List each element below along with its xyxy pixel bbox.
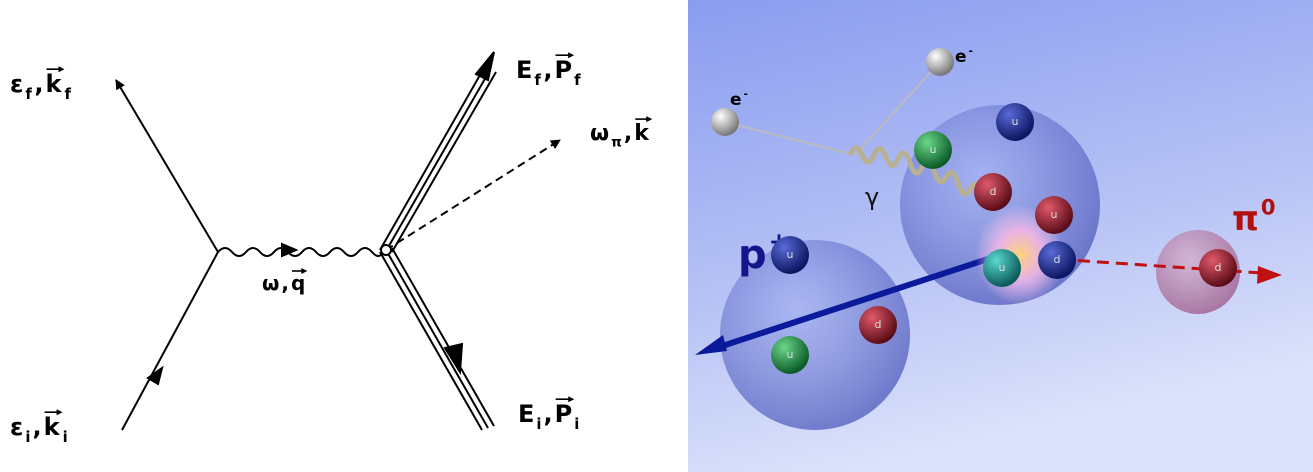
- label-subscript: i: [536, 415, 541, 433]
- quark-label: u: [1051, 208, 1058, 221]
- page: {"left_diagram": {"labels": { "final_ele…: [0, 0, 1313, 472]
- label-separator: ,: [624, 121, 632, 146]
- figure: εf,kfEf,Pfωπ,kω,qεi,kiEi,Pie-e-γp+π0uudu…: [0, 0, 1313, 472]
- quark-label: u: [930, 143, 937, 156]
- label-symbol: E: [516, 56, 532, 84]
- label-subscript: i: [574, 415, 579, 433]
- label-symbol: ω: [590, 121, 609, 146]
- label-subscript: i: [25, 428, 30, 446]
- quark-label: u: [787, 248, 794, 261]
- label-symbol: e: [955, 47, 967, 67]
- label-separator: ,: [34, 70, 43, 98]
- final-proton-line: [392, 72, 496, 252]
- initial-electron-line: [122, 252, 218, 430]
- vertex: [381, 245, 391, 255]
- quark-label: d: [1054, 253, 1061, 266]
- quark-label: u: [999, 261, 1006, 274]
- label-symbol: e: [730, 90, 742, 110]
- final-electron-line: [116, 80, 218, 252]
- electron: [926, 48, 954, 76]
- label-vector: k: [634, 121, 650, 146]
- label-symbol: p: [738, 232, 767, 278]
- quark-label: u: [1012, 115, 1019, 128]
- label-symbol: π: [1232, 199, 1259, 239]
- final-proton-line: [386, 70, 490, 251]
- label-symbol: E: [518, 400, 534, 428]
- label-subscript: π: [611, 135, 622, 151]
- photon-label: γ: [865, 183, 879, 211]
- label-vector: q: [291, 271, 305, 295]
- label-symbol: ω: [262, 271, 279, 295]
- label-symbol: ε: [10, 413, 23, 441]
- label-subscript: f: [25, 85, 32, 103]
- label-separator: ,: [32, 413, 41, 441]
- label-subscript: i: [63, 428, 68, 446]
- label-vector: P: [555, 56, 573, 84]
- label-subscript: f: [574, 71, 581, 89]
- electron: [711, 108, 739, 136]
- quark-label: d: [990, 185, 997, 198]
- label-subscript: f: [64, 85, 71, 103]
- initial-proton-line: [386, 250, 488, 428]
- initial-proton-line: [392, 248, 494, 426]
- label-superscript: 0: [1261, 195, 1276, 220]
- final-proton-line: [380, 68, 484, 250]
- feynman-diagram: [116, 52, 560, 430]
- label-separator: ,: [281, 271, 289, 295]
- label-separator: ,: [543, 56, 552, 84]
- photon-line: [218, 248, 383, 256]
- label-superscript: -: [969, 45, 973, 57]
- quark-label: d: [1215, 261, 1222, 274]
- label-vector: k: [45, 70, 62, 98]
- label-separator: ,: [544, 400, 553, 428]
- label-subscript: f: [534, 71, 541, 89]
- label-superscript: -: [744, 88, 748, 100]
- label-vector: P: [555, 400, 573, 428]
- vector-arrow-head: [57, 409, 63, 415]
- vector-arrow-head: [646, 116, 652, 122]
- label-symbol: ε: [10, 70, 23, 98]
- initial-proton-line: [380, 252, 482, 430]
- vector-arrow-head: [58, 66, 64, 72]
- arrow: [476, 52, 494, 80]
- quark-label: d: [875, 318, 882, 331]
- label-vector: k: [44, 413, 61, 441]
- quark-label: u: [787, 348, 794, 361]
